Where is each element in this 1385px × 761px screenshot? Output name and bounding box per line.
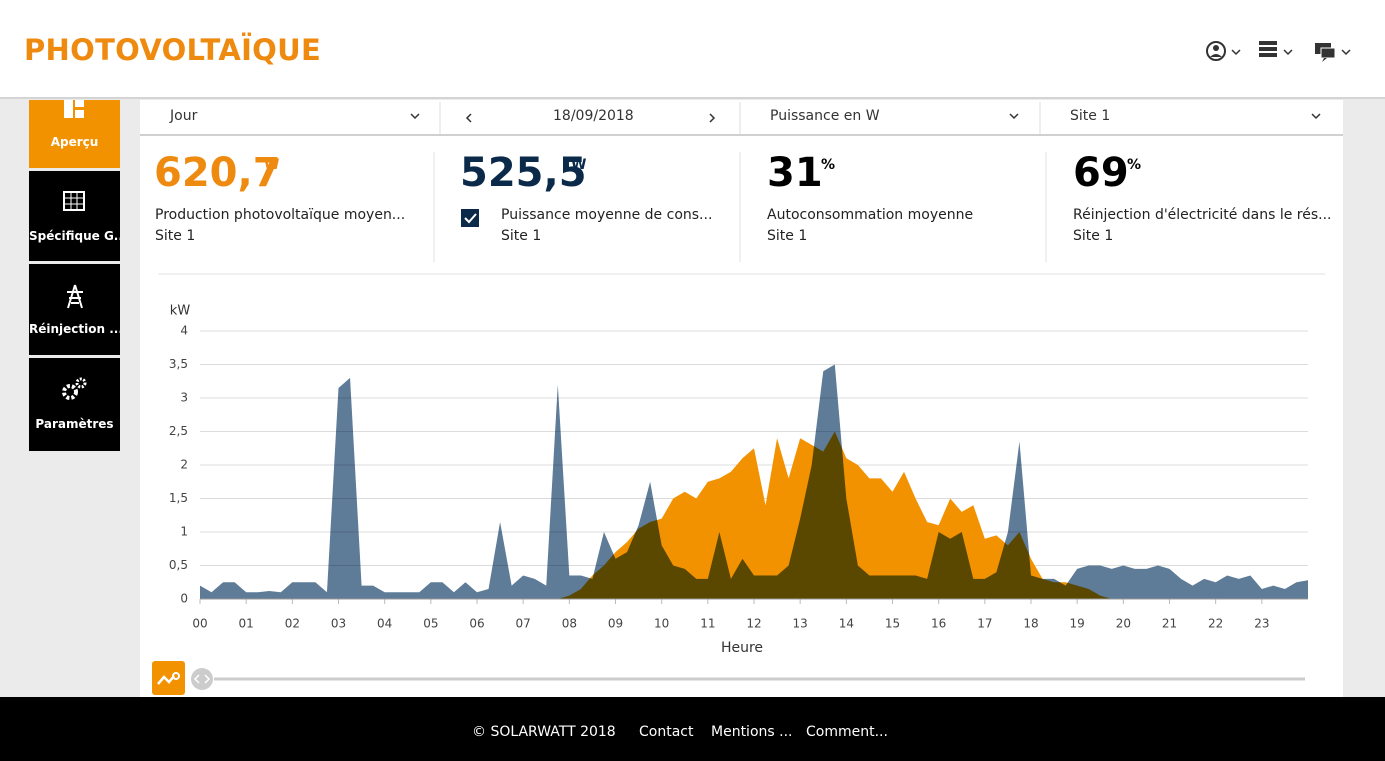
zoom-handle[interactable] bbox=[191, 668, 213, 690]
y-axis-label: kW bbox=[170, 304, 191, 319]
nav-label: Paramètres bbox=[35, 417, 114, 431]
app-title: PHOTOVOLTAÏQUE bbox=[24, 33, 322, 67]
x-tick-label: 18 bbox=[1023, 617, 1038, 631]
kpi-value: 31 bbox=[767, 150, 823, 196]
y-tick-label: 2 bbox=[180, 458, 188, 472]
kpi-site: Site 1 bbox=[155, 228, 196, 244]
y-tick-label: 0,5 bbox=[169, 558, 188, 572]
x-tick-label: 09 bbox=[608, 617, 623, 631]
x-tick-label: 08 bbox=[562, 617, 577, 631]
x-tick-label: 00 bbox=[192, 617, 207, 631]
kpi-value: 525,5 bbox=[460, 150, 587, 196]
x-tick-label: 12 bbox=[746, 617, 761, 631]
kpi-site: Site 1 bbox=[501, 228, 542, 244]
date-picker[interactable]: 18/09/2018 bbox=[553, 108, 634, 124]
chart-type-button[interactable] bbox=[152, 661, 185, 695]
copyright: © SOLARWATT 2018 bbox=[472, 724, 616, 740]
x-tick-label: 10 bbox=[654, 617, 669, 631]
x-tick-label: 11 bbox=[700, 617, 715, 631]
y-tick-label: 1 bbox=[180, 525, 188, 539]
x-tick-label: 19 bbox=[1070, 617, 1085, 631]
kpi-unit: W bbox=[571, 157, 587, 173]
footer-link[interactable]: Comment... bbox=[806, 724, 888, 740]
chart: kW Heure 0 0,5 1 1,5 2 2,5 3 3,5 4 00 01 02 03 04 05 06… bbox=[152, 304, 1308, 695]
x-tick-label: 21 bbox=[1162, 617, 1177, 631]
kpi-label: Réinjection d'électricité dans le rés... bbox=[1073, 207, 1332, 223]
x-tick-label: 04 bbox=[377, 617, 392, 631]
period-select[interactable]: Jour bbox=[170, 108, 198, 124]
nav-label: Aperçu bbox=[50, 135, 99, 149]
header bbox=[0, 0, 1385, 99]
y-tick-label: 1,5 bbox=[169, 491, 188, 505]
nav-parametres[interactable]: Paramètres bbox=[29, 358, 120, 451]
footer bbox=[0, 697, 1385, 761]
x-tick-label: 17 bbox=[977, 617, 992, 631]
x-tick-label: 14 bbox=[839, 617, 854, 631]
kpi-label: Autoconsommation moyenne bbox=[767, 207, 974, 223]
nav-label: Réinjection ... bbox=[29, 322, 120, 336]
x-tick-label: 02 bbox=[285, 617, 300, 631]
x-tick-label: 06 bbox=[469, 617, 484, 631]
nav-reinjection[interactable]: Réinjection ... bbox=[29, 264, 120, 355]
kpi-label: Production photovoltaïque moyen... bbox=[155, 207, 406, 223]
kpi-value: 69 bbox=[1073, 150, 1129, 196]
kpi-site: Site 1 bbox=[767, 228, 808, 244]
kpi-frame bbox=[158, 152, 1325, 275]
nav-label: Spécifique G... bbox=[29, 229, 120, 243]
y-tick-label: 3 bbox=[180, 391, 188, 405]
footer-link[interactable]: Contact bbox=[639, 724, 694, 740]
x-tick-label: 16 bbox=[931, 617, 946, 631]
x-tick-label: 05 bbox=[423, 617, 438, 631]
filter-bar bbox=[140, 102, 1343, 136]
nav-apercu[interactable]: Aperçu bbox=[29, 100, 120, 168]
kpi-unit: % bbox=[1127, 157, 1142, 173]
y-tick-label: 4 bbox=[180, 324, 188, 338]
area-series bbox=[200, 431, 1308, 599]
kpi-unit: % bbox=[821, 157, 836, 173]
site-select[interactable]: Site 1 bbox=[1070, 108, 1111, 124]
y-tick-label: 2,5 bbox=[169, 424, 188, 438]
measure-select[interactable]: Puissance en W bbox=[770, 108, 880, 124]
x-tick-label: 22 bbox=[1208, 617, 1223, 631]
header-icons[interactable] bbox=[1200, 36, 1360, 68]
footer-link[interactable]: Mentions ... bbox=[711, 724, 793, 740]
kpi-unit: W bbox=[264, 157, 280, 173]
x-tick-label: 13 bbox=[793, 617, 808, 631]
kpi-site: Site 1 bbox=[1073, 228, 1114, 244]
y-tick-label: 0 bbox=[180, 592, 188, 606]
x-tick-label: 01 bbox=[239, 617, 254, 631]
nav-specifique[interactable]: Spécifique G... bbox=[29, 171, 120, 261]
x-tick-label: 15 bbox=[885, 617, 900, 631]
x-tick-label: 23 bbox=[1254, 617, 1269, 631]
x-tick-label: 07 bbox=[516, 617, 531, 631]
kpi-value: 620,7 bbox=[154, 150, 281, 196]
x-axis-label: Heure bbox=[721, 640, 763, 656]
kpi-label[interactable]: Puissance moyenne de cons... bbox=[501, 207, 713, 223]
x-tick-label: 03 bbox=[331, 617, 346, 631]
x-tick-label: 20 bbox=[1116, 617, 1131, 631]
y-tick-label: 3,5 bbox=[169, 357, 188, 371]
